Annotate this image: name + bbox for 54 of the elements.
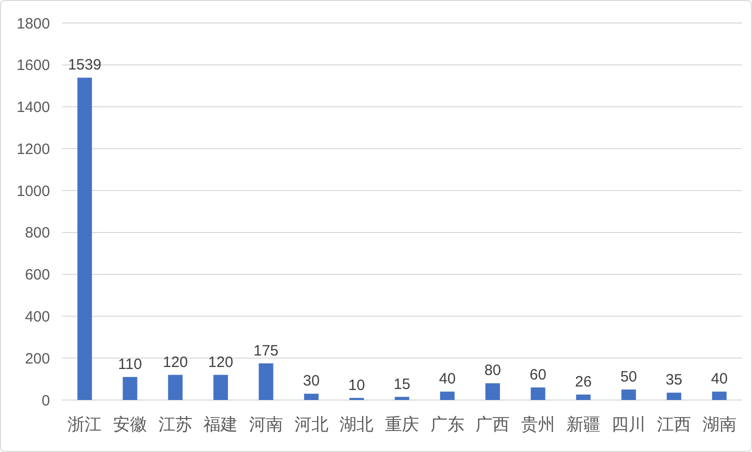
bar [304,394,319,400]
data-label: 30 [302,372,320,390]
y-tick-label: 600 [24,266,50,284]
bar [712,392,727,400]
data-label: 15 [394,376,410,393]
x-tick-label: 四川 [612,415,646,434]
bar [122,376,138,400]
bar [258,363,274,400]
bar [621,390,636,400]
bar [530,387,546,400]
x-tick-label: 重庆 [385,415,419,434]
data-label: 175 [253,342,279,360]
bar [168,374,183,400]
y-tick-label: 1200 [16,140,50,158]
x-tick-label: 新疆 [566,415,600,434]
y-tick-label: 800 [24,224,50,242]
bar [485,383,500,400]
x-tick-label: 安徽 [113,415,147,434]
y-tick-label: 1000 [16,182,50,200]
x-tick-label: 江西 [657,415,691,434]
x-tick-label: 河北 [294,415,328,434]
data-label: 60 [530,366,546,384]
data-label: 10 [348,376,366,394]
x-tick-label: 福建 [204,415,238,434]
y-tick-label: 1600 [16,57,50,74]
data-label: 110 [118,356,142,373]
x-tick-label: 广东 [430,415,464,434]
data-label: 120 [208,354,234,371]
x-tick-label: 贵州 [521,415,555,434]
data-label: 35 [666,372,682,389]
bar [394,396,410,400]
y-tick-label: 1400 [16,99,50,116]
bar [77,78,92,400]
y-tick-label: 200 [24,350,50,368]
data-label: 26 [574,374,592,391]
data-label: 80 [484,362,502,380]
data-label: 40 [710,370,728,388]
x-tick-label: 湖南 [702,415,736,434]
x-tick-label: 湖北 [340,415,374,434]
data-label: 50 [620,368,638,386]
y-tick-label: 1800 [16,15,50,32]
x-tick-label: 浙江 [68,415,102,434]
x-tick-label: 河南 [249,415,283,434]
x-tick-label: 江苏 [158,415,192,434]
bar [213,374,228,400]
data-label: 120 [162,354,188,371]
bar [576,394,591,400]
y-tick-label: 0 [42,392,50,410]
bar [666,392,682,400]
x-tick-label: 广西 [476,415,510,434]
data-label: 1539 [68,56,102,74]
y-tick-label: 400 [24,308,50,326]
data-label: 40 [438,370,456,388]
bar [440,392,455,400]
